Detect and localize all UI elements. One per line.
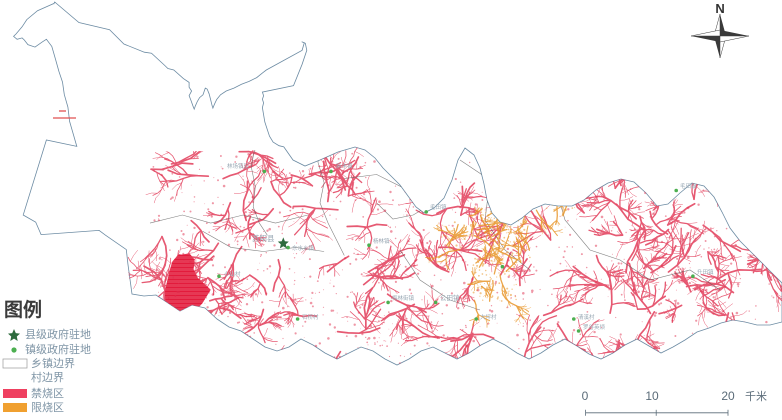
svg-text:清溪村: 清溪村 (578, 313, 595, 321)
svg-text:20: 20 (721, 389, 735, 403)
svg-text:镇级政府驻地: 镇级政府驻地 (25, 342, 91, 356)
svg-text:苏阳县: 苏阳县 (252, 233, 275, 243)
svg-text:梅林街镇: 梅林街镇 (392, 294, 415, 302)
svg-text:小山村: 小山村 (224, 270, 241, 278)
svg-text:乡镇边界: 乡镇边界 (31, 356, 75, 370)
svg-text:图例: 图例 (4, 298, 42, 321)
svg-text:千米: 千米 (745, 390, 767, 403)
svg-text:大坪村: 大坪村 (480, 313, 497, 321)
svg-text:杨林镇: 杨林镇 (373, 237, 390, 245)
svg-text:东水乡镇: 东水乡镇 (292, 244, 315, 252)
svg-text:罗谷英烦: 罗谷英烦 (583, 323, 606, 331)
svg-text:新丰镇: 新丰镇 (336, 162, 353, 170)
svg-text:N: N (715, 1, 724, 16)
svg-text:村边界: 村边界 (31, 370, 64, 384)
svg-text:石桥村: 石桥村 (302, 313, 319, 321)
svg-text:毛田镇: 毛田镇 (680, 182, 697, 190)
svg-text:10: 10 (645, 389, 659, 403)
svg-text:禁烧区: 禁烧区 (31, 387, 64, 400)
svg-text:限烧区: 限烧区 (31, 401, 64, 414)
svg-text:0: 0 (582, 389, 589, 403)
svg-text:林场镇区: 林场镇区 (227, 162, 250, 170)
svg-text:公田镇: 公田镇 (440, 293, 460, 302)
svg-text:县级政府驻地: 县级政府驻地 (25, 327, 91, 341)
svg-text:毛田镇: 毛田镇 (430, 203, 447, 211)
svg-text:升田镇: 升田镇 (697, 268, 714, 276)
